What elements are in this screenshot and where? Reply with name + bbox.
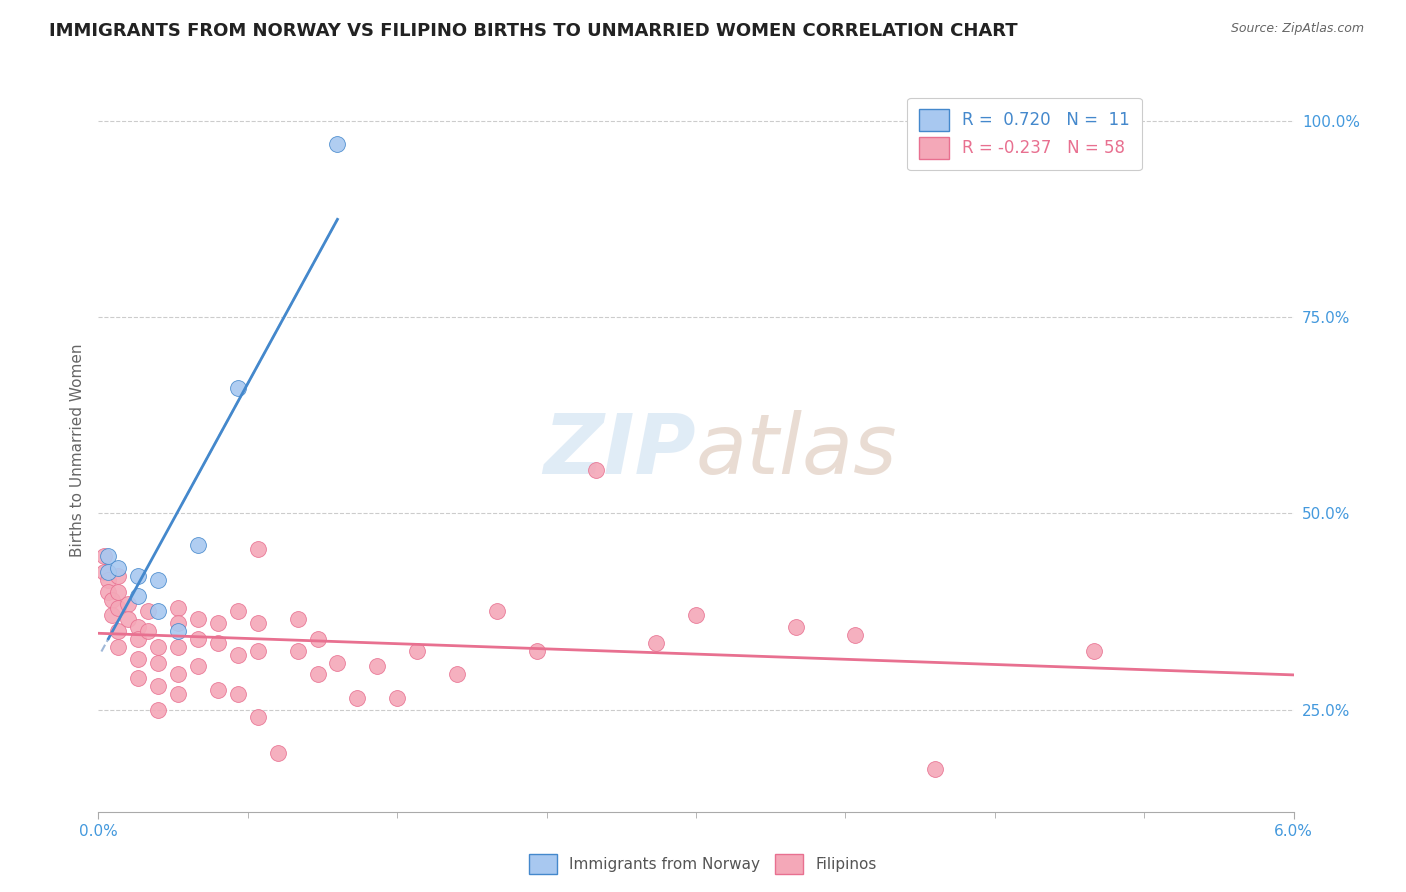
Point bbox=[485, 604, 508, 618]
Point bbox=[187, 612, 209, 626]
Point bbox=[127, 632, 149, 646]
Point bbox=[167, 624, 190, 639]
Point bbox=[167, 687, 190, 701]
Point bbox=[267, 746, 290, 760]
Point bbox=[127, 651, 149, 665]
Point bbox=[107, 640, 129, 654]
Point bbox=[685, 608, 707, 623]
Point bbox=[187, 538, 209, 552]
Point bbox=[785, 620, 807, 634]
Point bbox=[167, 616, 190, 631]
Point bbox=[127, 589, 149, 603]
Point bbox=[326, 137, 349, 152]
Point bbox=[307, 632, 329, 646]
Point bbox=[117, 612, 139, 626]
Point bbox=[207, 683, 229, 698]
Point bbox=[924, 762, 946, 776]
Point bbox=[127, 620, 149, 634]
Point bbox=[101, 592, 124, 607]
Point bbox=[97, 584, 120, 599]
Point bbox=[645, 636, 668, 650]
Point bbox=[97, 573, 120, 587]
Point bbox=[107, 584, 129, 599]
Point bbox=[127, 671, 149, 685]
Point bbox=[107, 561, 129, 575]
Point bbox=[97, 549, 120, 564]
Point bbox=[93, 549, 115, 564]
Point bbox=[207, 616, 229, 631]
Point bbox=[287, 612, 309, 626]
Point bbox=[226, 604, 249, 618]
Legend: R =  0.720   N =  11, R = -0.237   N = 58: R = 0.720 N = 11, R = -0.237 N = 58 bbox=[907, 97, 1142, 170]
Point bbox=[93, 565, 115, 579]
Point bbox=[148, 573, 170, 587]
Point bbox=[207, 636, 229, 650]
Point bbox=[148, 679, 170, 693]
Text: ZIP: ZIP bbox=[543, 410, 696, 491]
Point bbox=[1083, 644, 1105, 658]
Point bbox=[97, 565, 120, 579]
Point bbox=[446, 667, 468, 681]
Point bbox=[187, 659, 209, 673]
Point bbox=[107, 600, 129, 615]
Point bbox=[148, 703, 170, 717]
Point bbox=[148, 656, 170, 670]
Point bbox=[107, 624, 129, 639]
Text: Source: ZipAtlas.com: Source: ZipAtlas.com bbox=[1230, 22, 1364, 36]
Point bbox=[226, 381, 249, 395]
Point bbox=[226, 648, 249, 662]
Text: atlas: atlas bbox=[696, 410, 897, 491]
Point bbox=[187, 632, 209, 646]
Point bbox=[346, 690, 368, 705]
Point bbox=[366, 659, 388, 673]
Point bbox=[167, 640, 190, 654]
Y-axis label: Births to Unmarried Women: Births to Unmarried Women bbox=[69, 343, 84, 558]
Point bbox=[246, 710, 269, 724]
Point bbox=[406, 644, 429, 658]
Point bbox=[844, 628, 866, 642]
Point bbox=[385, 690, 409, 705]
Point bbox=[101, 608, 124, 623]
Legend: Immigrants from Norway, Filipinos: Immigrants from Norway, Filipinos bbox=[523, 848, 883, 880]
Point bbox=[148, 604, 170, 618]
Point bbox=[326, 656, 349, 670]
Point bbox=[226, 687, 249, 701]
Point bbox=[167, 600, 190, 615]
Point bbox=[107, 569, 129, 583]
Point bbox=[585, 463, 607, 477]
Point bbox=[117, 597, 139, 611]
Point bbox=[246, 541, 269, 556]
Point bbox=[167, 667, 190, 681]
Point bbox=[287, 644, 309, 658]
Point bbox=[136, 624, 159, 639]
Text: IMMIGRANTS FROM NORWAY VS FILIPINO BIRTHS TO UNMARRIED WOMEN CORRELATION CHART: IMMIGRANTS FROM NORWAY VS FILIPINO BIRTH… bbox=[49, 22, 1018, 40]
Point bbox=[246, 616, 269, 631]
Point bbox=[526, 644, 548, 658]
Point bbox=[307, 667, 329, 681]
Point bbox=[136, 604, 159, 618]
Point bbox=[148, 640, 170, 654]
Point bbox=[246, 644, 269, 658]
Point bbox=[127, 569, 149, 583]
